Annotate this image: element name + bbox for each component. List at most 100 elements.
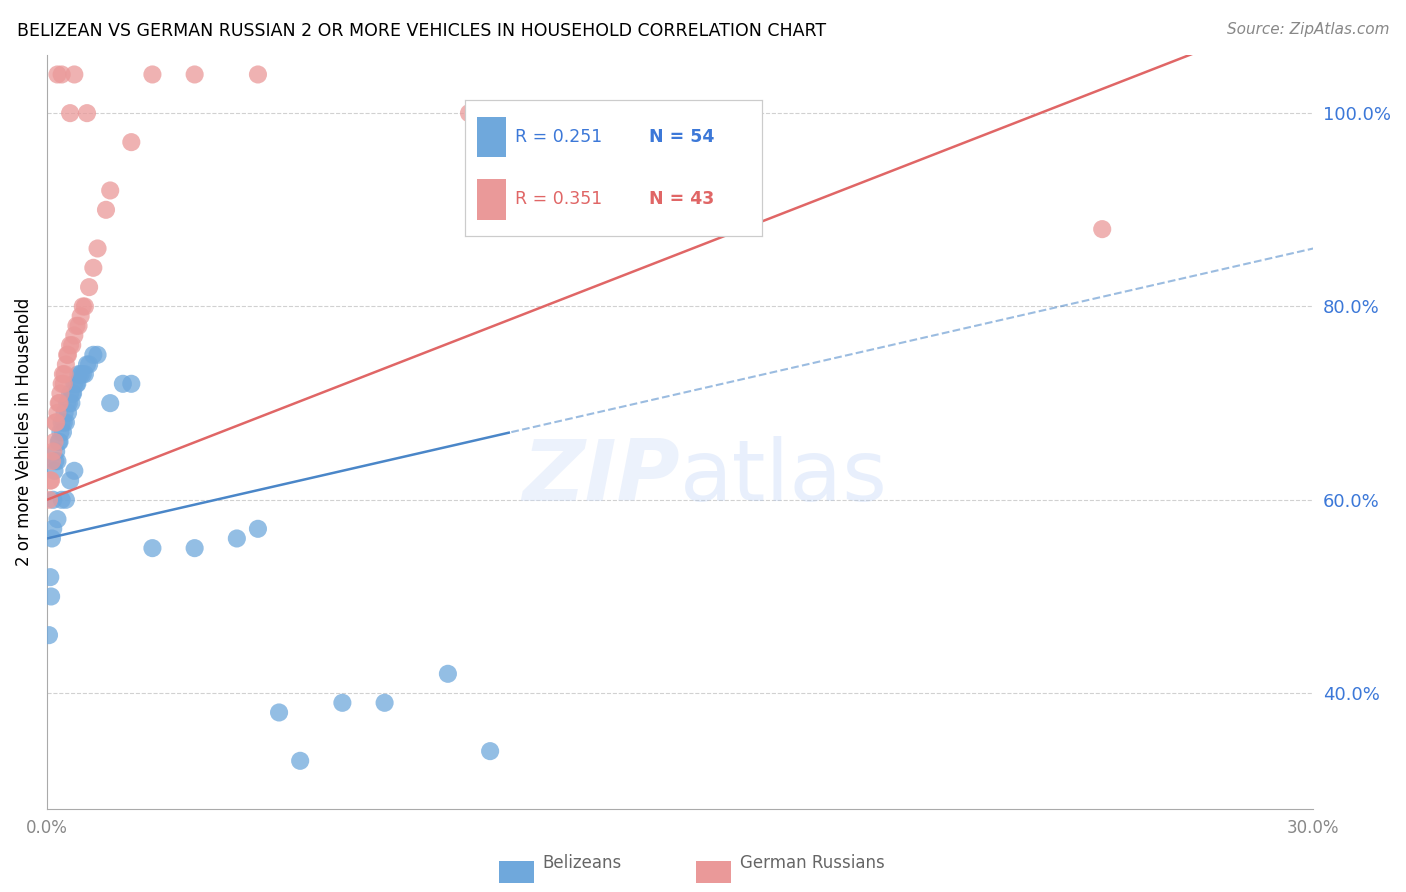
Point (246, 522, 269, 536)
Point (48, 396, 70, 410)
Point (479, 744, 502, 758)
Point (67, 318, 90, 333)
Point (458, 106, 481, 120)
Point (51, 376, 73, 391)
Point (48, 396, 70, 410)
Point (60, 386, 83, 401)
Point (39, 570, 62, 584)
Point (225, 532, 247, 546)
Point (41, 454, 63, 468)
Point (51, 416, 73, 430)
Point (59, 474, 82, 488)
Point (60, 396, 83, 410)
Point (267, 706, 290, 720)
Point (67, 367, 90, 381)
Point (82, 348, 104, 362)
Point (52, 367, 75, 381)
Point (69, 309, 91, 323)
Point (56, 406, 79, 420)
Point (52, 425, 75, 439)
Point (246, 67, 269, 81)
Point (63, 464, 86, 478)
Point (63, 67, 86, 81)
Point (52, 376, 75, 391)
Point (77, 358, 100, 372)
Point (111, 376, 134, 391)
Text: BELIZEAN VS GERMAN RUSSIAN 2 OR MORE VEHICLES IN HOUSEHOLD CORRELATION CHART: BELIZEAN VS GERMAN RUSSIAN 2 OR MORE VEH… (17, 22, 825, 40)
Y-axis label: 2 or more Vehicles in Household: 2 or more Vehicles in Household (15, 298, 32, 566)
Point (72, 367, 94, 381)
Point (46, 454, 69, 468)
Point (120, 376, 142, 391)
Point (98, 184, 121, 198)
Point (53, 406, 76, 420)
Point (59, 386, 82, 401)
Point (63, 328, 86, 343)
Point (55, 358, 77, 372)
Point (86, 348, 108, 362)
Point (49, 425, 72, 439)
Point (141, 541, 163, 556)
Point (45, 444, 67, 458)
Point (120, 135, 142, 149)
Point (44, 464, 66, 478)
Point (69, 367, 91, 381)
Point (77, 280, 100, 294)
Point (73, 367, 96, 381)
Point (66, 376, 89, 391)
Point (63, 376, 86, 391)
Point (288, 754, 311, 768)
Point (42, 444, 65, 458)
Point (51, 492, 73, 507)
Point (49, 386, 72, 401)
Point (183, 541, 205, 556)
Point (51, 67, 73, 81)
Point (52, 416, 75, 430)
Point (45, 416, 67, 430)
Point (183, 67, 205, 81)
Point (60, 338, 83, 352)
Point (65, 376, 87, 391)
Point (56, 348, 79, 362)
Point (94, 202, 117, 217)
Point (82, 260, 104, 275)
Text: German Russians: German Russians (740, 855, 884, 872)
Point (38, 628, 60, 642)
Point (62, 386, 84, 401)
Point (76, 106, 98, 120)
Point (41, 532, 63, 546)
Point (39, 590, 62, 604)
Point (58, 396, 80, 410)
Point (53, 367, 76, 381)
Point (56, 348, 79, 362)
Point (98, 396, 121, 410)
Point (38, 492, 60, 507)
Point (437, 666, 460, 681)
Text: ZIP: ZIP (523, 436, 681, 519)
Point (55, 492, 77, 507)
Point (46, 512, 69, 526)
Point (39, 474, 62, 488)
Point (42, 522, 65, 536)
Point (42, 492, 65, 507)
Point (65, 318, 87, 333)
Point (141, 67, 163, 81)
Point (44, 434, 66, 449)
Point (46, 67, 69, 81)
Text: Belizeans: Belizeans (543, 855, 621, 872)
Point (44, 416, 66, 430)
Point (39, 474, 62, 488)
Point (332, 696, 354, 710)
Point (48, 434, 70, 449)
Point (72, 300, 94, 314)
Point (86, 242, 108, 256)
Point (56, 396, 79, 410)
Point (76, 358, 98, 372)
Point (59, 106, 82, 120)
Point (48, 434, 70, 449)
Point (73, 300, 96, 314)
Point (46, 406, 69, 420)
Point (59, 338, 82, 352)
Text: Source: ZipAtlas.com: Source: ZipAtlas.com (1226, 22, 1389, 37)
Point (374, 696, 396, 710)
